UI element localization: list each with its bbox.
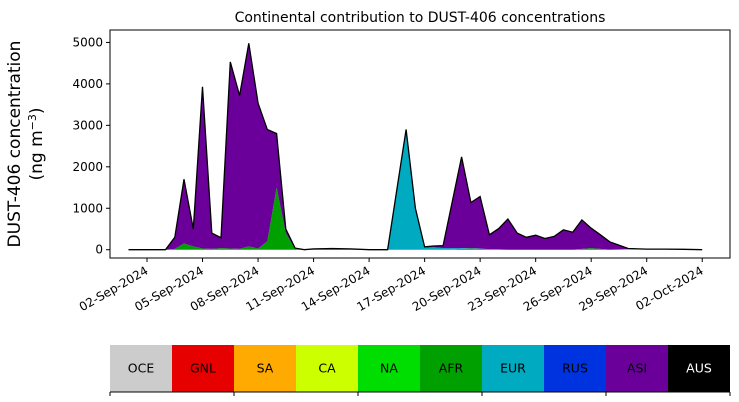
area-afr <box>128 187 703 250</box>
legend-label-asi: ASI <box>627 361 647 376</box>
legend-label-ca: CA <box>318 361 336 376</box>
legend-swatch-eur <box>482 345 544 392</box>
legend-label-oce: OCE <box>128 361 155 376</box>
legend-swatch-rus <box>544 345 606 392</box>
legend-swatch-ca <box>296 345 358 392</box>
y-tick-label: 5000 <box>72 35 103 49</box>
y-tick-label: 1000 <box>72 201 103 215</box>
legend-swatch-na <box>358 345 420 392</box>
y-axis-label-superscript: −3 <box>26 114 39 130</box>
x-axis-ticks: 02-Sep-202405-Sep-202408-Sep-202411-Sep-… <box>77 258 706 314</box>
legend-swatch-aus <box>668 345 730 392</box>
area-eur <box>128 129 703 250</box>
legend-swatch-sa <box>234 345 296 392</box>
y-axis-label: DUST-406 concentration (ng m−3) <box>5 41 47 248</box>
chart-title: Continental contribution to DUST-406 con… <box>235 10 606 26</box>
legend-label-na: NA <box>380 361 398 376</box>
y-tick-label: 2000 <box>72 160 103 174</box>
y-axis-label-line1: DUST-406 concentration <box>5 41 25 248</box>
legend-label-rus: RUS <box>562 361 588 376</box>
legend-label-sa: SA <box>257 361 274 376</box>
y-axis-ticks: 0 1000 2000 3000 4000 5000 <box>72 35 110 257</box>
y-tick-label: 4000 <box>72 77 103 91</box>
legend-swatch-asi <box>606 345 668 392</box>
area-asi <box>128 43 703 250</box>
legend-swatch-oce <box>110 345 172 392</box>
y-tick-label: 0 <box>95 243 103 257</box>
total-concentration-outline <box>128 43 703 251</box>
legend-label-eur: EUR <box>500 361 526 376</box>
stacked-areas <box>128 43 703 250</box>
legend-label-gnl: GNL <box>190 361 216 376</box>
plot-frame <box>109 29 731 259</box>
legend-label-aus: AUS <box>686 361 712 376</box>
legend-swatch-gnl <box>172 345 234 392</box>
legend-swatch-afr <box>420 345 482 392</box>
continent-color-legend: OCE GNL SA CA NA AFR EUR RUS ASI AUS <box>109 345 731 396</box>
y-tick-label: 3000 <box>72 118 103 132</box>
y-axis-label-line2: (ng m−3) <box>26 107 48 180</box>
legend-label-afr: AFR <box>439 361 464 376</box>
